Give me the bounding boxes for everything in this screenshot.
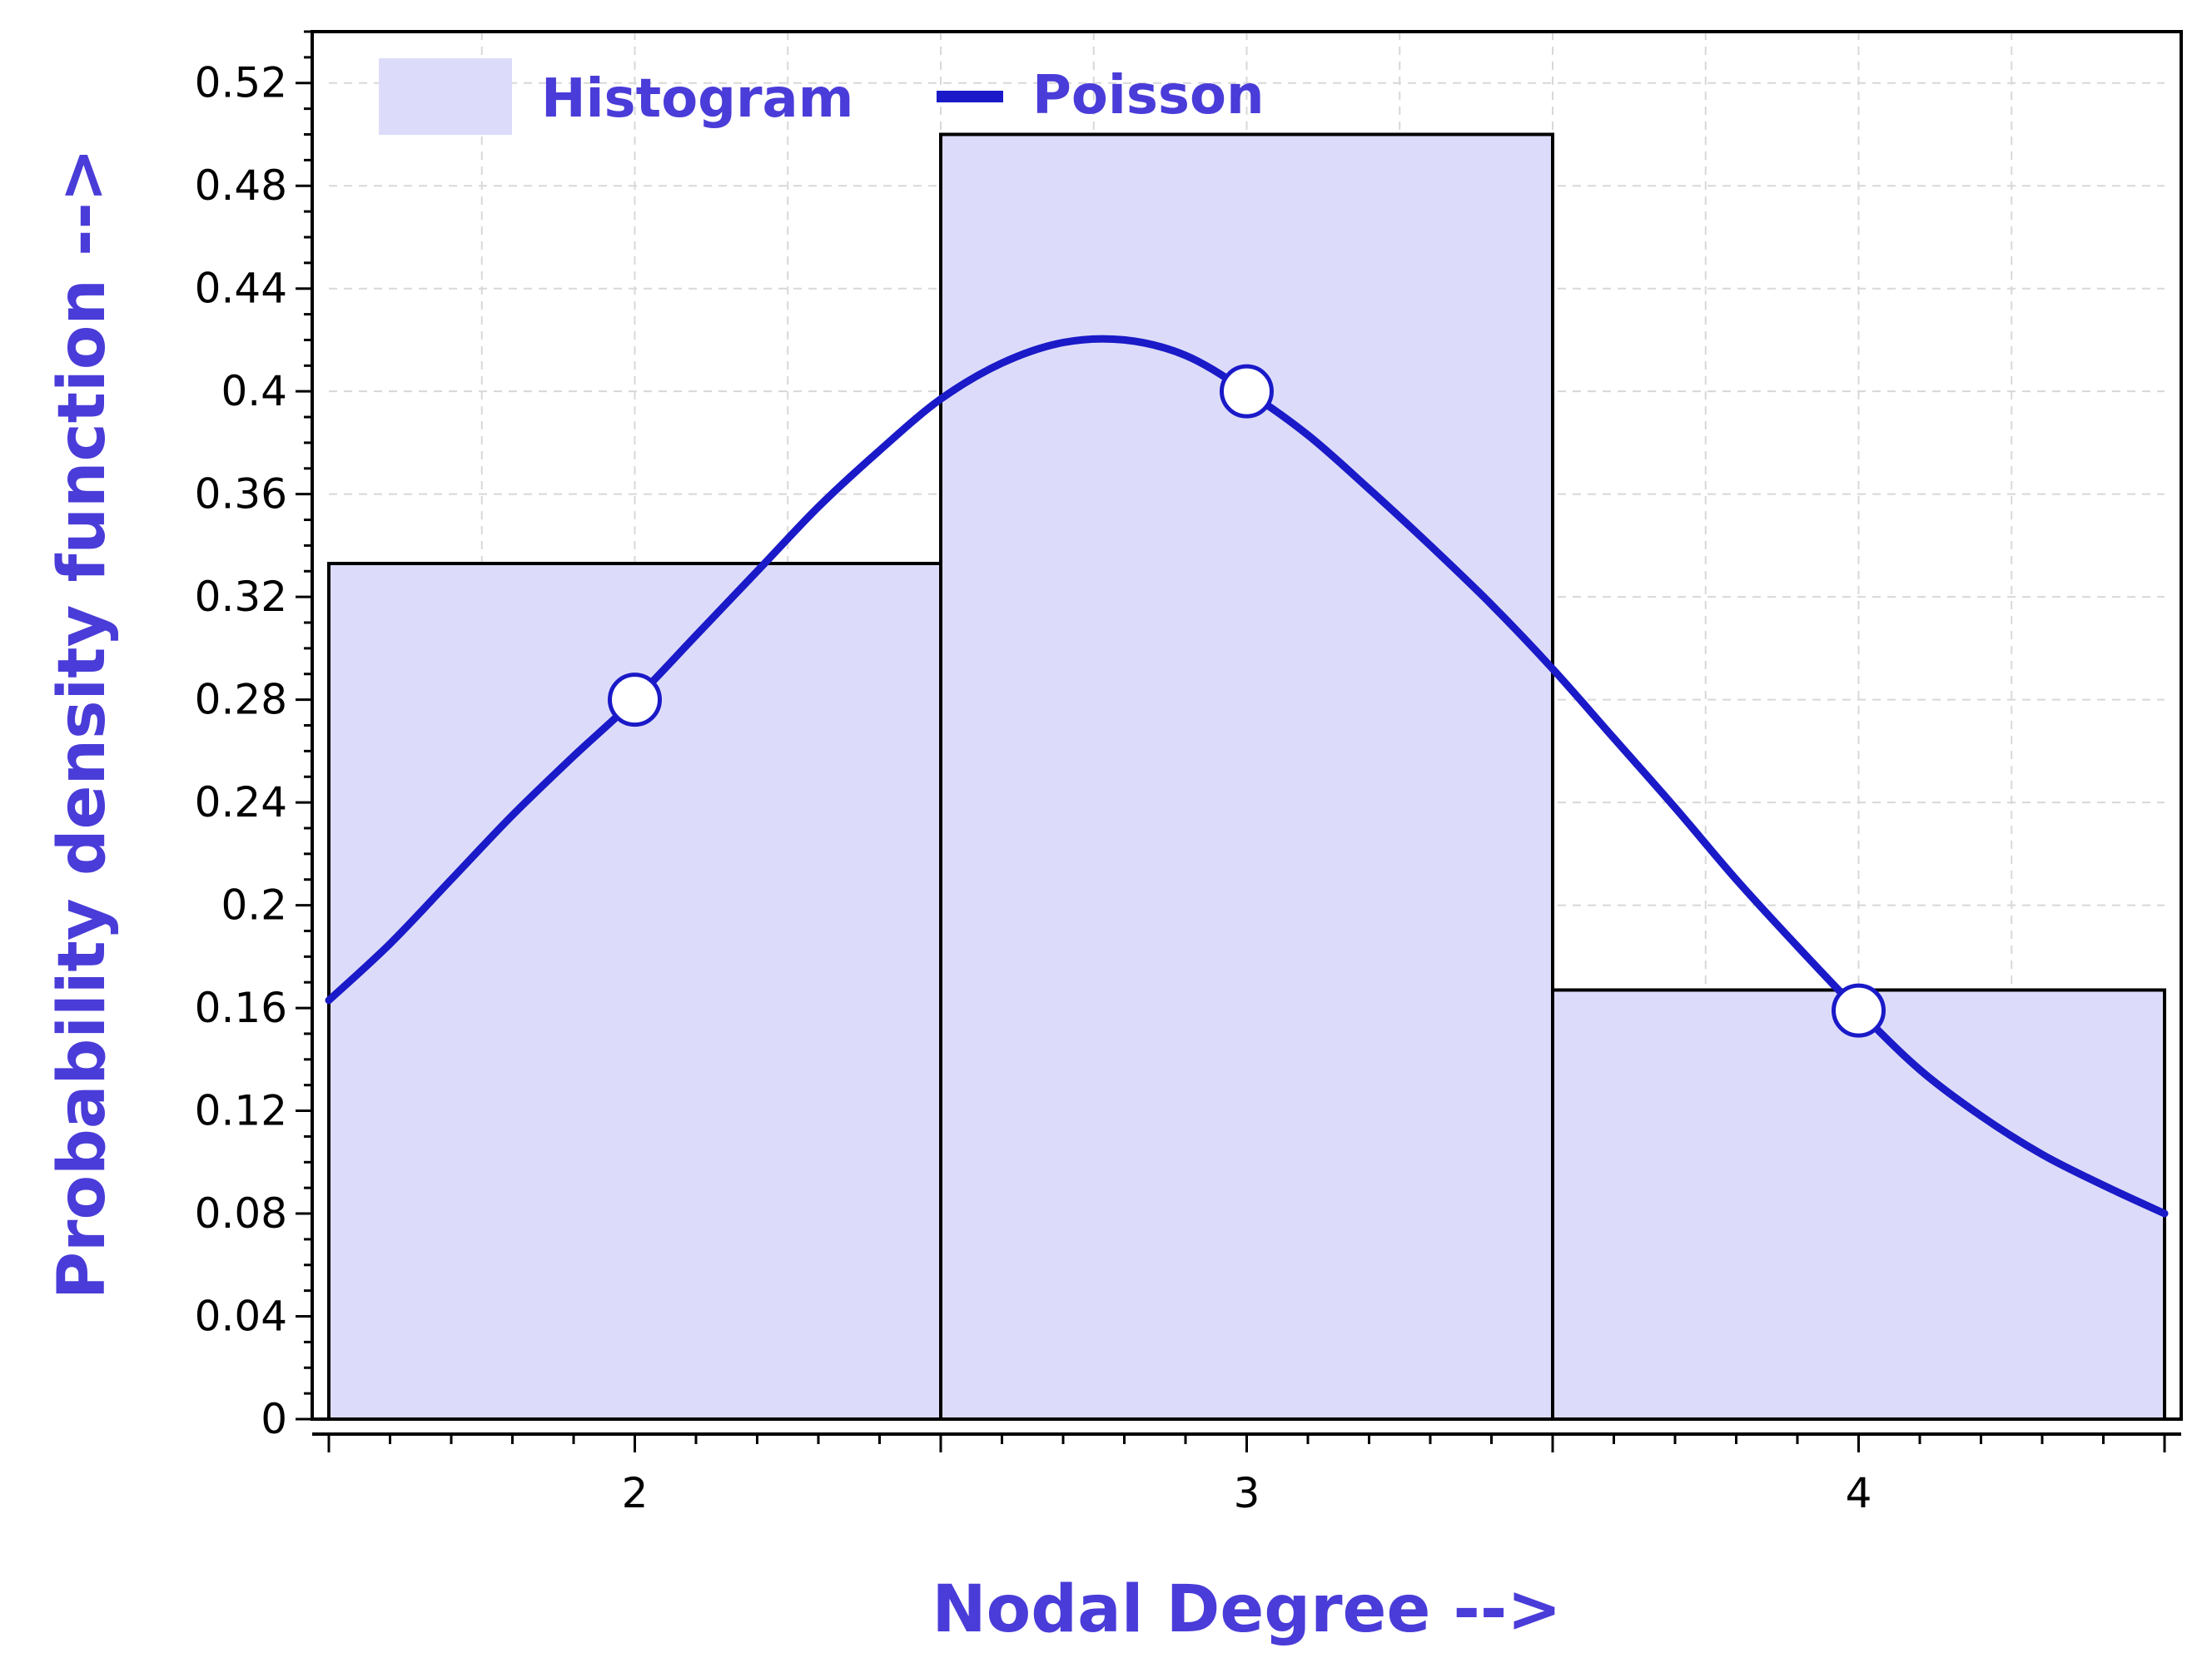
legend-histogram-swatch xyxy=(379,58,512,135)
y-tick-label: 0.08 xyxy=(195,1189,287,1238)
x-tick-label: 2 xyxy=(622,1469,649,1517)
poisson-marker xyxy=(1220,364,1274,419)
y-axis-title: Probability density function --> xyxy=(45,148,120,1299)
histogram-bars xyxy=(327,132,2166,1422)
y-tick-label: 0 xyxy=(261,1395,287,1443)
poisson-marker xyxy=(608,673,662,727)
histogram-bar-4 xyxy=(1551,988,2166,1421)
x-tick-label: 4 xyxy=(1846,1469,1872,1517)
y-tick-label: 0.16 xyxy=(195,984,287,1032)
y-tick-label: 0.52 xyxy=(195,59,287,107)
legend-poisson-label: Poisson xyxy=(1032,65,1265,127)
y-tick-label: 0.2 xyxy=(221,881,287,930)
y-tick-label: 0.12 xyxy=(195,1087,287,1135)
x-axis-title: Nodal Degree --> xyxy=(932,1572,1561,1647)
y-tick-label: 0.24 xyxy=(195,778,287,827)
poisson-marker xyxy=(1832,983,1886,1038)
legend: Histogram Poisson xyxy=(379,58,1265,135)
y-tick-label: 0.36 xyxy=(195,470,287,519)
y-tick-label: 0.44 xyxy=(195,265,287,313)
y-tick-label: 0.04 xyxy=(195,1293,287,1341)
y-tick-label: 0.32 xyxy=(195,573,287,621)
histogram-bar-3 xyxy=(939,132,1554,1422)
legend-histogram-label: Histogram xyxy=(541,68,853,130)
y-tick-label: 0.28 xyxy=(195,676,287,724)
x-tick-label: 3 xyxy=(1234,1469,1260,1517)
y-axis: 0 0.04 0.08 0.12 0.16 0.2 0.24 0.28 0.32 0.36 0.4 0… xyxy=(195,30,312,1443)
poisson-curve-group xyxy=(325,335,2169,1218)
y-tick-label: 0.4 xyxy=(221,367,287,415)
y-tick-label: 0.48 xyxy=(195,161,287,210)
x-axis: 2 3 4 xyxy=(312,1432,2181,1517)
